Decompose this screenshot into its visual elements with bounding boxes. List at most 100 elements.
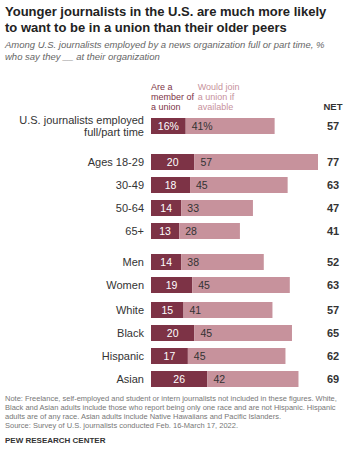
text-line: Ages 18-29 <box>88 156 144 168</box>
text-line: Younger journalists in the U.S. are much… <box>5 4 327 19</box>
bar <box>188 348 286 364</box>
data-label: 13 <box>159 225 171 237</box>
category-labels: U.S. journalists employedfull/part time A… <box>19 114 144 385</box>
data-label: 26 <box>173 373 185 385</box>
bar <box>151 200 181 216</box>
text-line: Black <box>117 327 144 339</box>
text-line: 65+ <box>125 225 144 237</box>
data-label: 41 <box>190 304 202 316</box>
text-line: Asian <box>116 373 144 385</box>
text-line: Among U.S. journalists employed by a new… <box>4 39 325 50</box>
title: Younger journalists in the U.S. are much… <box>5 4 327 35</box>
category-label: Women <box>106 279 144 291</box>
text-line: 50-64 <box>116 202 144 214</box>
bar <box>151 154 194 170</box>
subtitle: Among U.S. journalists employed by a new… <box>4 39 325 62</box>
net-value: 62 <box>327 350 339 362</box>
data-label: 57 <box>200 156 212 168</box>
bars <box>151 118 318 387</box>
text-line: Note: Freelance, self-employed and stude… <box>5 394 337 403</box>
data-label: 45 <box>196 179 208 191</box>
text-line: White <box>116 304 144 316</box>
text-line: Are a <box>151 82 173 92</box>
net-value: 41 <box>327 225 339 237</box>
text-line: Black and Asian adults include those who… <box>5 403 336 412</box>
text-line: adults are of any race. Asian adults inc… <box>5 412 281 421</box>
text-line: Source: Survey of U.S. journalists condu… <box>5 421 238 430</box>
category-label: 50-64 <box>116 202 144 214</box>
net-value: 57 <box>327 304 339 316</box>
bar <box>192 277 290 293</box>
data-label: 19 <box>166 279 178 291</box>
bar <box>151 277 192 293</box>
text-line: 30-49 <box>116 179 144 191</box>
bar <box>151 348 188 364</box>
text-line: full/part time <box>84 126 144 138</box>
net-value: 63 <box>327 279 339 291</box>
bar <box>151 223 179 239</box>
net-value: 77 <box>327 156 339 168</box>
net-header: NET <box>324 101 343 112</box>
bar <box>179 223 240 239</box>
category-label: Ages 18-29 <box>88 156 144 168</box>
bar <box>181 254 263 270</box>
data-label: 28 <box>185 225 197 237</box>
category-label: Black <box>117 327 144 339</box>
note: Note: Freelance, self-employed and stude… <box>5 394 337 421</box>
net-values: 5777634741526357656269 <box>327 120 339 385</box>
bar <box>151 371 207 387</box>
net-value: 52 <box>327 256 339 268</box>
bar <box>194 325 292 341</box>
data-label: 14 <box>160 202 172 214</box>
text-line: member of <box>151 92 195 102</box>
bar <box>151 177 190 193</box>
data-label: 20 <box>167 156 179 168</box>
bar <box>151 254 181 270</box>
source: Source: Survey of U.S. journalists condu… <box>5 421 238 430</box>
bar <box>186 118 275 134</box>
bar <box>194 154 318 170</box>
net-value: 57 <box>327 120 339 132</box>
data-label: 33 <box>187 202 199 214</box>
chart-svg: Younger journalists in the U.S. are much… <box>0 0 344 469</box>
net-value: 47 <box>327 202 339 214</box>
bar <box>151 302 184 318</box>
bar <box>190 177 288 193</box>
data-label: 16% <box>158 120 179 132</box>
legend-label: Are amember ofa union <box>151 82 195 112</box>
text-line: available <box>198 102 234 112</box>
credit: PEW RESEARCH CENTER <box>5 436 106 445</box>
text-line: Women <box>106 279 144 291</box>
data-label: 45 <box>194 350 206 362</box>
bar <box>151 325 194 341</box>
data-label: 38 <box>187 256 199 268</box>
category-label: Men <box>123 256 144 268</box>
data-label: 15 <box>161 304 173 316</box>
text-line: U.S. journalists employed <box>19 114 144 126</box>
bar <box>207 371 298 387</box>
data-label: 20 <box>167 327 179 339</box>
series-1 <box>179 118 318 387</box>
data-label: 14 <box>160 256 172 268</box>
category-label: 30-49 <box>116 179 144 191</box>
data-label: 17 <box>164 350 176 362</box>
text-line: a union if <box>198 92 235 102</box>
data-label: 42 <box>213 373 225 385</box>
data-label: 18 <box>165 179 177 191</box>
bar <box>151 118 186 134</box>
data-label: 45 <box>200 327 212 339</box>
bar <box>181 200 253 216</box>
category-label: Asian <box>116 373 144 385</box>
legend-label: Would joina union ifavailable <box>198 82 240 112</box>
category-label: 65+ <box>125 225 144 237</box>
category-label: U.S. journalists employedfull/part time <box>19 114 144 138</box>
text-line: to want to be in a union than their olde… <box>5 20 287 35</box>
data-labels-0: 16% 20 18 14 13 14 19 15 20 17 26 <box>158 120 185 385</box>
text-line: who say they __ at their organization <box>5 51 160 62</box>
net-value: 69 <box>327 373 339 385</box>
category-label: Hispanic <box>102 350 145 362</box>
text-line: Hispanic <box>102 350 145 362</box>
data-label: 41% <box>192 120 213 132</box>
category-label: White <box>116 304 144 316</box>
net-value: 63 <box>327 179 339 191</box>
